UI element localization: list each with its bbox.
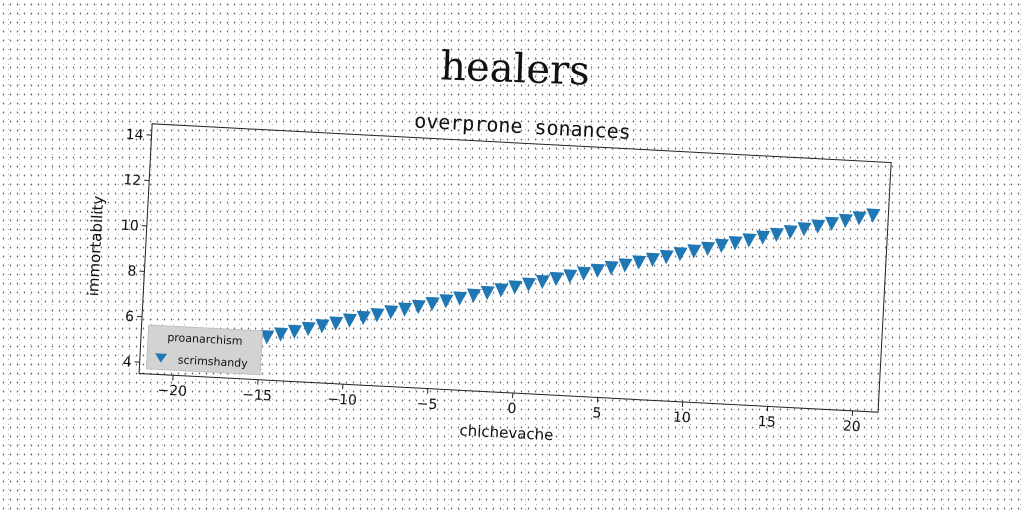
scatter-point [577,266,592,281]
scatter-point [343,313,358,328]
legend-title: proanarchism [167,331,243,348]
y-tick-label: 12 [123,172,142,189]
scatter-point [480,285,495,301]
scatter-point [646,252,661,267]
x-tick-label: 20 [842,418,861,435]
x-tick-label: 15 [757,414,776,431]
scatter-point [439,294,454,309]
scatter-point [329,316,344,331]
scatter-point [411,299,426,315]
scatter-point [632,255,647,270]
axes-group: overprone sonances −20 −15 −10 −5 0 5 10 15 20 4… [84,109,892,444]
scatter-point [563,269,578,284]
y-tick-label: 4 [122,354,132,370]
scatter-point [866,208,881,223]
scatter-point [618,258,633,273]
y-tick-label: 10 [121,218,140,235]
scatter-point [301,321,316,337]
chart-title: overprone sonances [414,109,632,144]
scatter-point [315,319,330,334]
x-tick-label: −5 [416,396,437,413]
y-axis-label: immortability [84,195,107,297]
x-tick-label: 0 [507,401,517,417]
scatter-point [466,288,481,303]
scatter-point [673,246,688,262]
scatter-point [522,277,537,292]
scatter-point [687,244,702,259]
scatter-point [453,291,468,306]
x-axis-ticks: −20 −15 −10 −5 0 5 10 15 20 [157,375,861,435]
chart-suptitle: healers [440,43,591,94]
scatter-point [604,260,619,276]
legend-label-scrimshandy: scrimshandy [177,353,248,370]
scatter-point [728,235,743,251]
scatter-point [742,233,757,248]
scatter-point [287,324,302,339]
x-tick-label: 5 [592,405,602,421]
legend-box [145,324,263,376]
scatter-point [494,283,509,298]
scatter-point [590,263,605,278]
scatter-point [769,227,784,243]
scatter-point [797,222,812,237]
scatter-point [852,211,867,226]
legend-marker-icon [155,353,168,363]
y-tick-label: 8 [127,263,137,279]
scatter-point [659,249,674,265]
x-tick-label: 10 [673,409,692,426]
x-tick-label: −20 [157,382,187,400]
legend: proanarchism scrimshandy [145,324,263,376]
y-tick-label: 14 [125,127,144,144]
scatter-point [714,238,729,254]
scatter-point [384,305,399,320]
x-tick-label: −15 [242,387,272,405]
scatter-point [425,296,440,312]
scatter-point [508,280,523,295]
scatter-point [756,230,771,245]
x-axis-label: chichevache [459,421,554,444]
scatter-point [370,308,385,323]
scatter-point [535,274,550,290]
scatter-point [783,225,798,240]
scatter-point [825,216,840,232]
scatter-point [838,213,853,229]
scatter-point [701,241,716,256]
y-tick-label: 6 [125,309,135,325]
scatter-point [398,302,413,317]
scatter-point [356,310,371,326]
scatter-point [811,219,826,234]
y-axis-ticks: 4 6 8 10 12 14 [121,127,152,371]
x-tick-label: −10 [327,391,357,409]
scatter-point [260,330,275,345]
scatter-point [549,271,564,287]
plot-area-frame [138,123,892,413]
scatter-point [274,327,289,342]
